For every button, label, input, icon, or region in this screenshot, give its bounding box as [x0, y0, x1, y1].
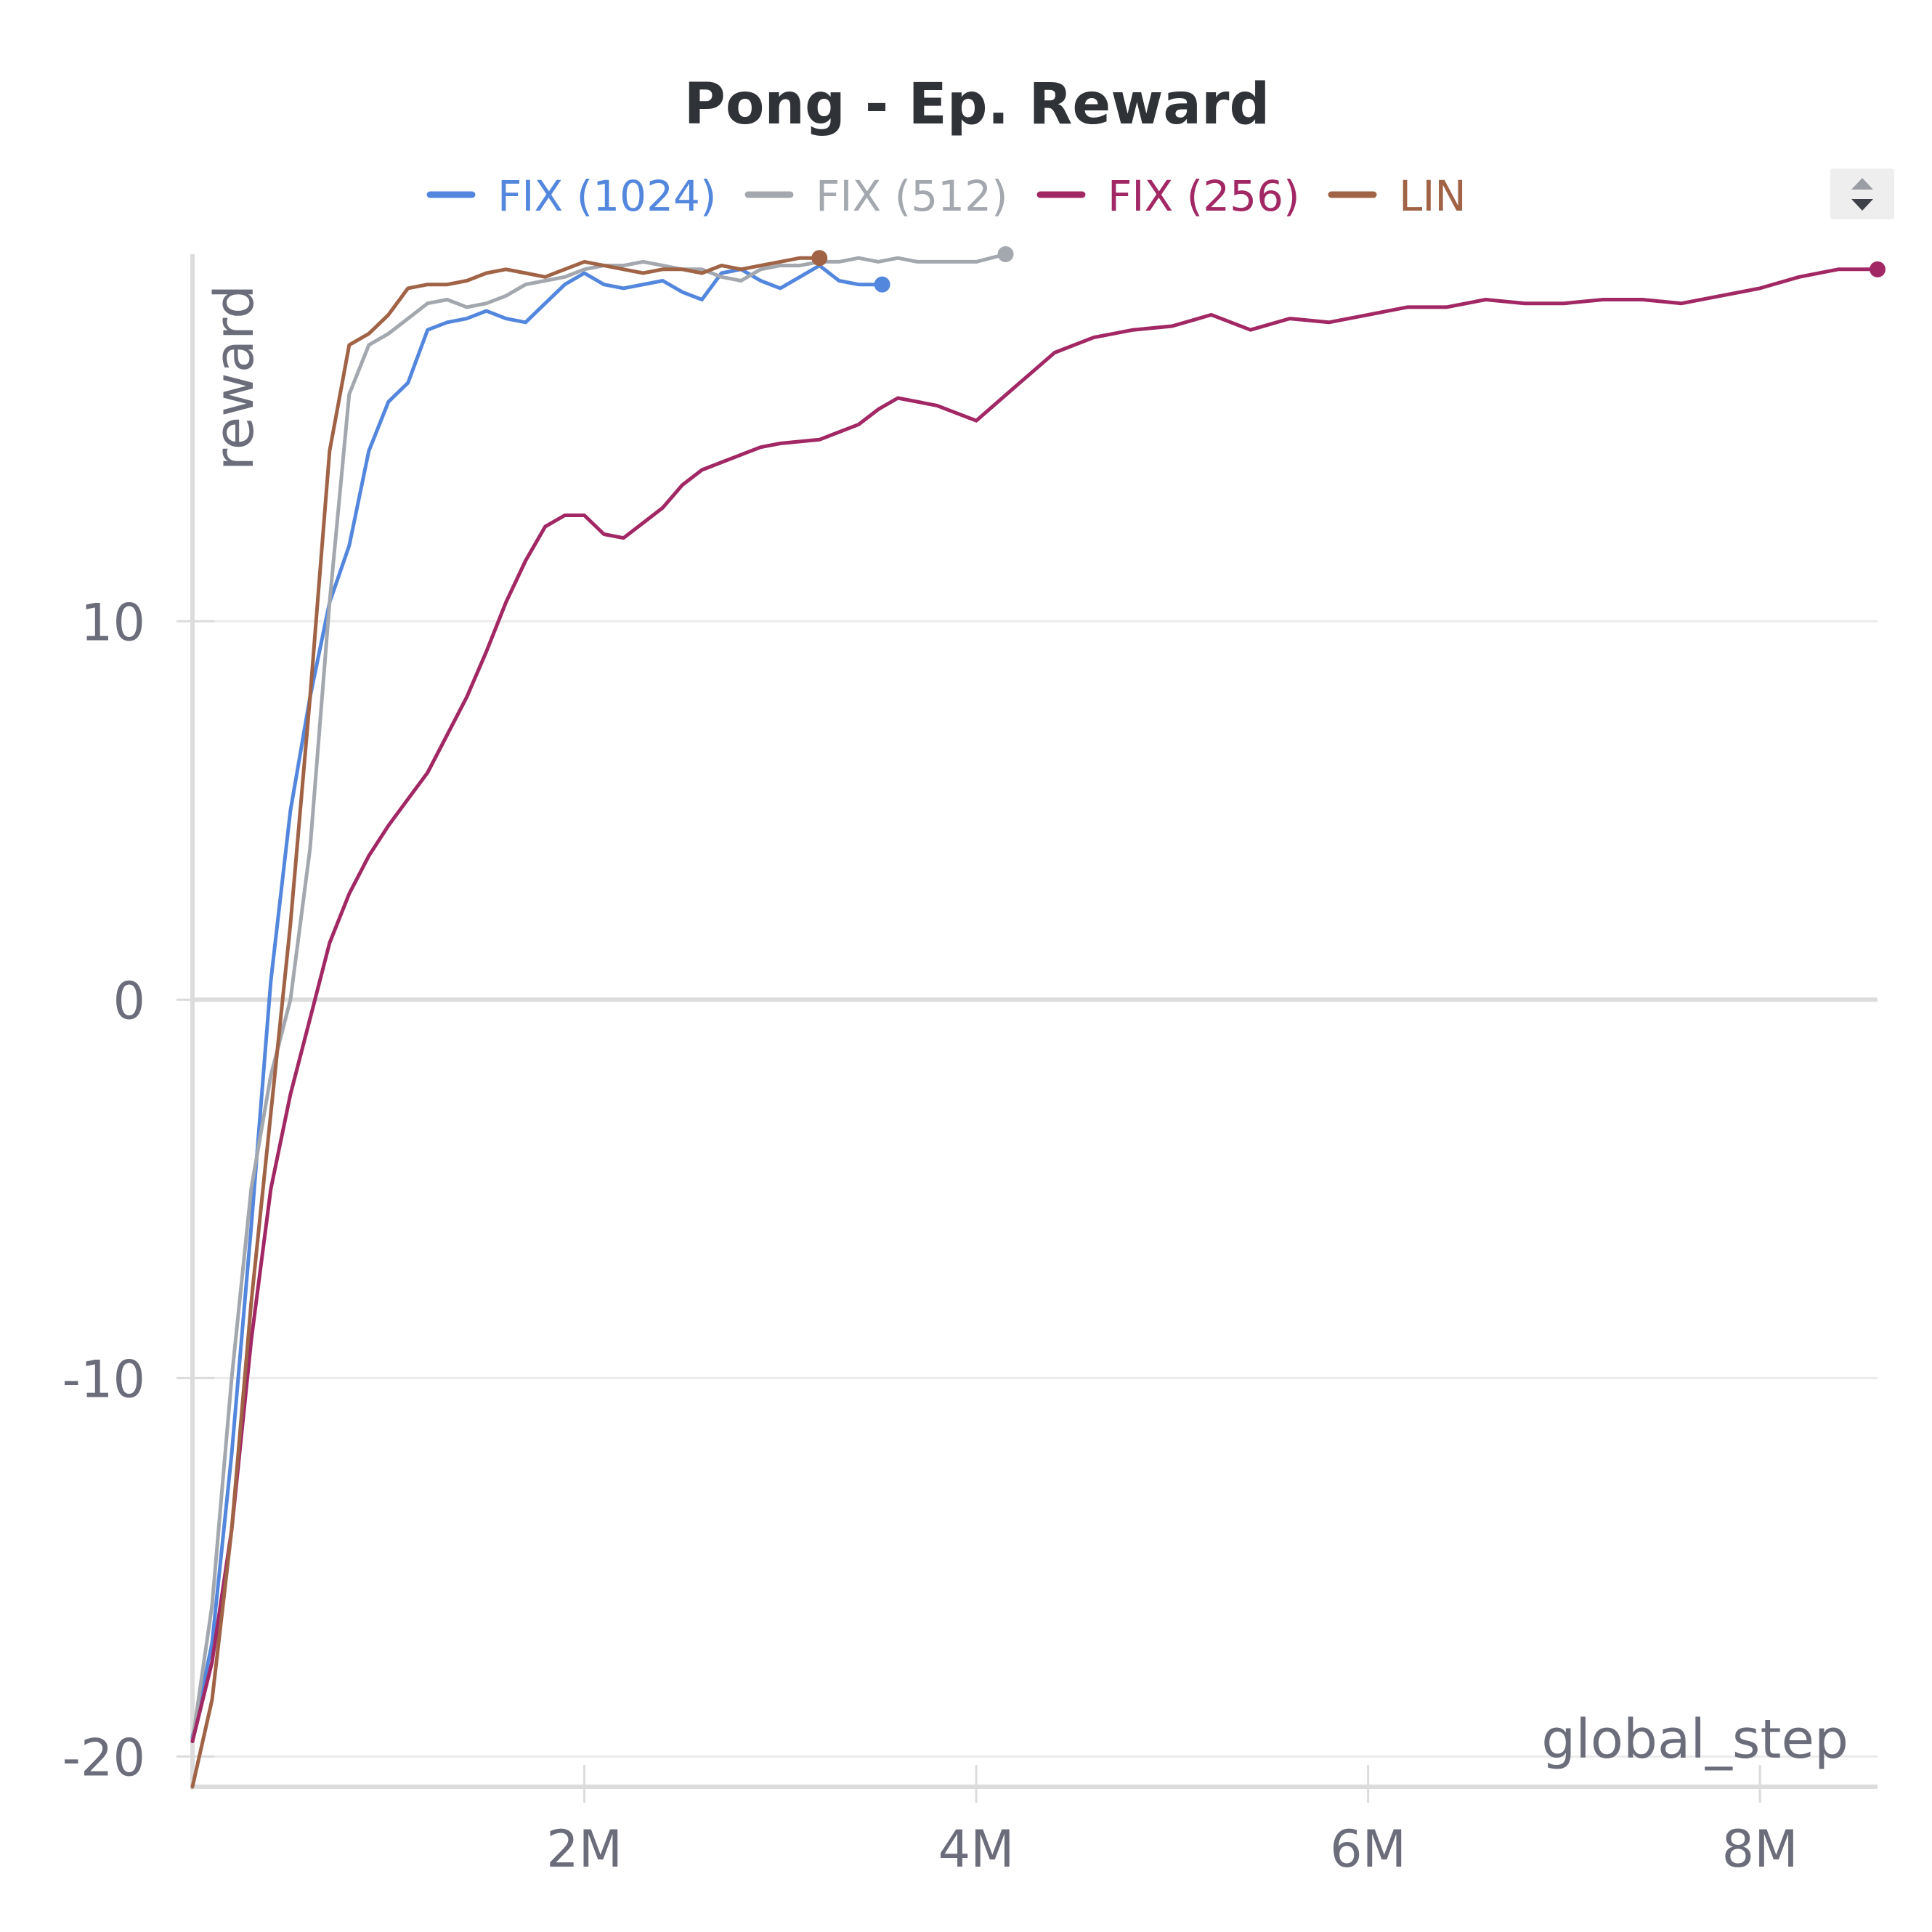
chart-title: Pong - Ep. Reward	[684, 72, 1270, 137]
axes	[190, 254, 1878, 1790]
y-tick-label: -10	[62, 1349, 145, 1409]
series-line	[190, 252, 1007, 1743]
series-end-point	[997, 246, 1014, 262]
legend-scroll-down-icon[interactable]	[1851, 199, 1873, 211]
grid	[176, 620, 1878, 1803]
x-tick-label: 2M	[546, 1819, 622, 1879]
legend-label: FIX (512)	[816, 171, 1008, 221]
legend-label: LIN	[1399, 171, 1466, 221]
legend-scroll-control[interactable]	[1830, 169, 1894, 219]
x-tick-label: 4M	[938, 1819, 1015, 1879]
series-lines	[190, 246, 1886, 1789]
y-axis-label: reward	[203, 285, 266, 471]
legend-label: FIX (1024)	[498, 171, 717, 221]
legend-label: FIX (256)	[1108, 171, 1300, 221]
series-end-point	[811, 250, 828, 267]
series-end-point	[1870, 261, 1886, 277]
y-tick-label: 10	[81, 593, 145, 652]
ticks: -20 -10 0 10 2M 4M 6M 8M	[62, 593, 1798, 1879]
x-axis-label: global_step	[1541, 1708, 1848, 1771]
x-tick-label: 8M	[1722, 1819, 1798, 1879]
x-tick-label: 6M	[1330, 1819, 1406, 1879]
legend-scroll-background	[1830, 169, 1894, 219]
legend: FIX (1024) FIX (512) FIX (256) LIN	[426, 171, 1466, 221]
series-end-point	[874, 276, 890, 293]
y-tick-label: -20	[62, 1728, 145, 1787]
series-line	[190, 256, 821, 1789]
y-tick-label: 0	[113, 971, 145, 1031]
legend-scroll-up-icon[interactable]	[1851, 178, 1873, 190]
series-line	[190, 267, 1880, 1743]
